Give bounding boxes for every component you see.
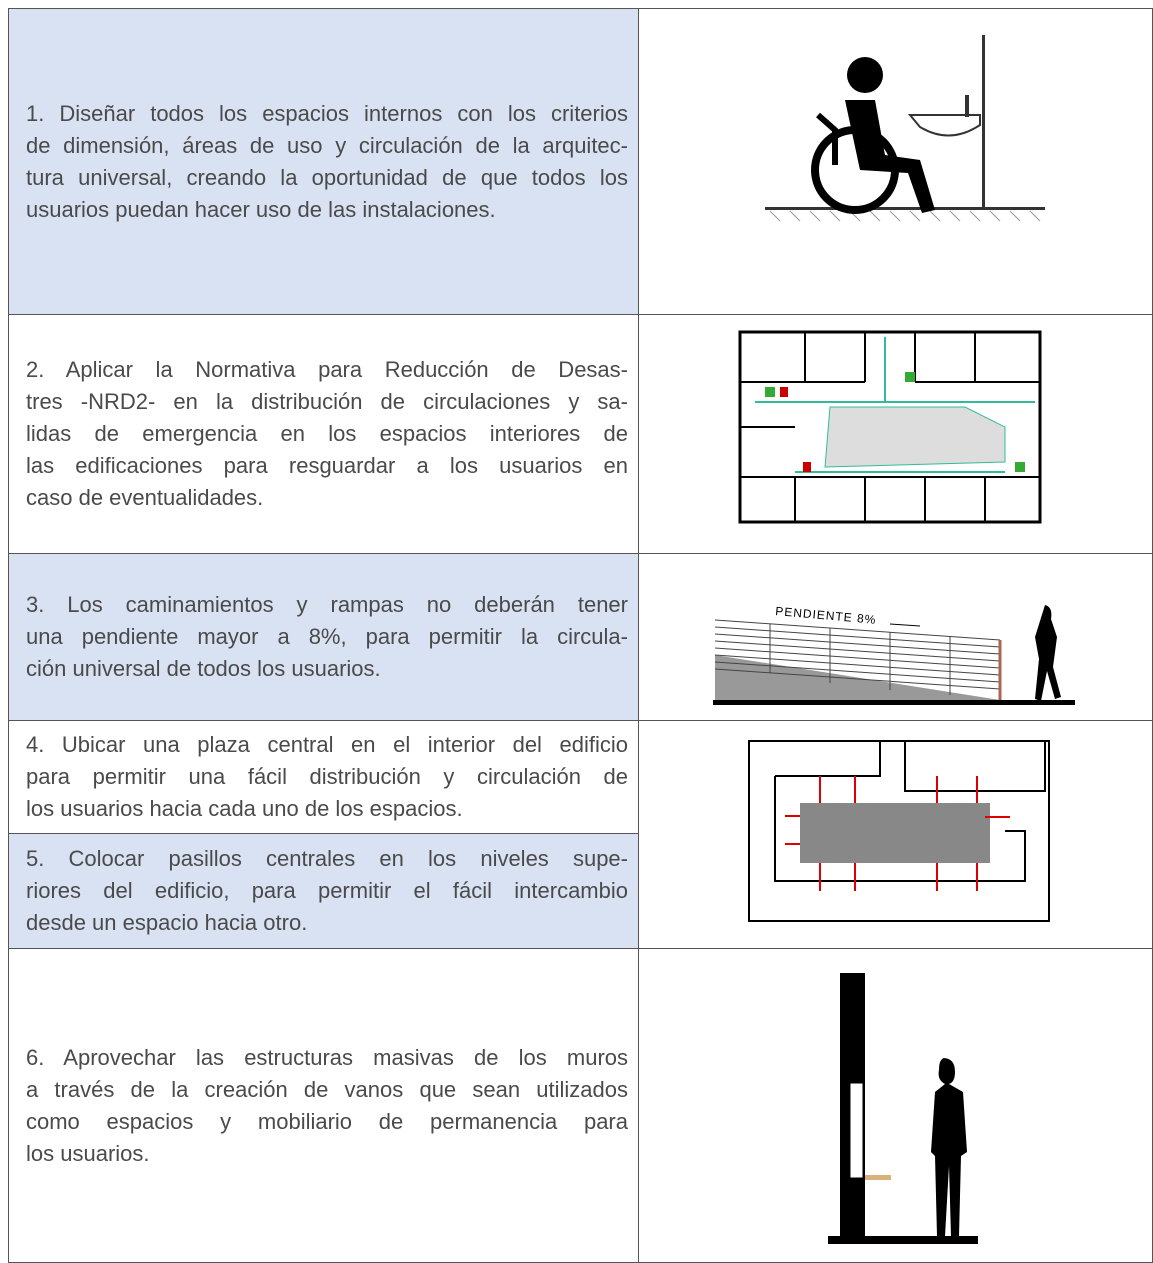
text-line: las edificaciones para resguardar a los …: [26, 453, 628, 478]
text-line: 3. Los caminamientos y rampas no deberán…: [26, 592, 628, 617]
text-line: desde un espacio hacia otro.: [26, 910, 308, 935]
text-line: caso de eventualidades.: [26, 485, 264, 510]
ramp-illustration: PENDIENTE 8%: [713, 604, 1075, 705]
text-cell: 2. Aplicar la Normativa para Reducción d…: [8, 314, 639, 554]
text-line: de dimensión, áreas de uso y circulación…: [26, 132, 628, 158]
plaza-plan: [748, 740, 1050, 922]
evacuation-plan: [738, 330, 1042, 524]
text-line: para permitir una fácil distribución y c…: [26, 764, 628, 789]
text-line: 5. Colocar pasillos centrales en los niv…: [26, 846, 628, 871]
text-line: tura universal, creando la oportunidad d…: [26, 164, 628, 190]
text-line: 2. Aplicar la Normativa para Reducción d…: [26, 357, 628, 382]
text-cell: 5. Colocar pasillos centrales en los niv…: [8, 833, 639, 949]
text-line: riores del edificio, para permitir el fá…: [26, 878, 628, 903]
wheelchair-illustration: [765, 35, 1045, 222]
text-line: ción universal de todos los usuarios.: [26, 656, 381, 681]
text-line: una pendiente mayor a 8%, para permitir …: [26, 624, 628, 649]
text-cell: 1. Diseñar todos los espacios internos c…: [8, 8, 639, 315]
text-line: como espacios y mobiliario de permanenci…: [26, 1108, 628, 1134]
text-line: lidas de emergencia en los espacios inte…: [26, 421, 628, 446]
text-line: 4. Ubicar una plaza central en el interi…: [26, 732, 628, 757]
text-line: usuarios puedan hacer uso de las instala…: [26, 196, 496, 222]
text-line: 1. Diseñar todos los espacios internos c…: [26, 100, 628, 126]
text-cell: 6. Aprovechar las estructuras masivas de…: [8, 948, 639, 1263]
text-cell: 4. Ubicar una plaza central en el interi…: [8, 720, 639, 834]
slope-label: PENDIENTE 8%: [775, 604, 877, 627]
text-line: a través de la creación de vanos que sea…: [26, 1076, 628, 1102]
text-line: tres -NRD2- en la distribución de circul…: [26, 389, 628, 414]
text-cell: 3. Los caminamientos y rampas no deberán…: [8, 553, 639, 721]
text-line: 6. Aprovechar las estructuras masivas de…: [26, 1044, 628, 1070]
text-line: los usuarios hacia cada uno de los espac…: [26, 796, 463, 821]
text-line: los usuarios.: [26, 1140, 150, 1166]
wall-niche-illustration: [828, 973, 978, 1244]
